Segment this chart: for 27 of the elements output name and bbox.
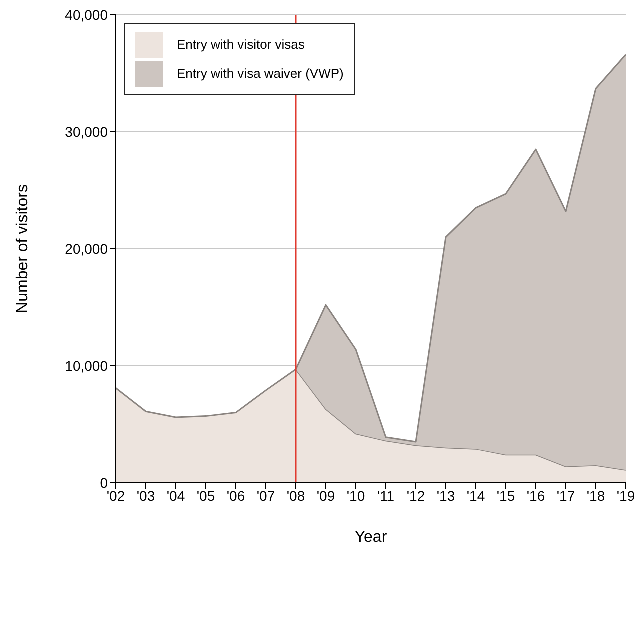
y-tick-label: 30,000: [65, 124, 108, 140]
legend-label: Entry with visa waiver (VWP): [177, 66, 344, 81]
y-tick-label: 40,000: [65, 6, 108, 23]
x-tick-label: '15: [496, 488, 516, 504]
x-tick-label: '05: [196, 488, 216, 504]
x-tick-label: '08: [286, 488, 306, 504]
y-axis-title: Number of visitors: [14, 184, 32, 314]
x-tick-label: '09: [316, 488, 336, 504]
x-tick-label: '17: [556, 488, 576, 504]
y-tick-label: 20,000: [65, 240, 108, 257]
x-tick-label: '02: [106, 488, 126, 504]
y-tick-label: 0: [100, 474, 108, 491]
x-tick-label: '16: [526, 488, 546, 504]
x-tick-label: '13: [436, 488, 456, 504]
x-tick-label: '10: [346, 488, 366, 504]
x-tick-label: '19: [616, 488, 636, 504]
x-tick-label: '12: [406, 488, 426, 504]
x-tick-label: '14: [466, 488, 486, 504]
legend-label: Entry with visitor visas: [177, 37, 305, 52]
x-tick-label: '18: [586, 488, 606, 504]
x-tick-label: '07: [256, 488, 276, 504]
y-tick-label: 10,000: [65, 358, 108, 374]
x-tick-label: '04: [166, 488, 186, 504]
x-tick-label: '11: [377, 488, 395, 504]
x-tick-label: '06: [226, 488, 246, 504]
x-tick-label: '03: [136, 488, 156, 504]
x-axis-title: Year: [354, 529, 388, 546]
